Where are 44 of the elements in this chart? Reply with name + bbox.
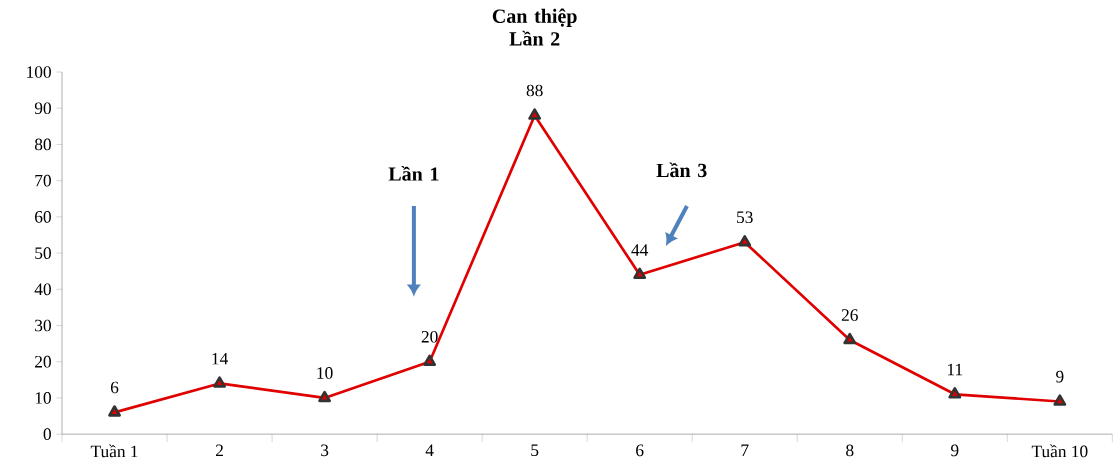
y-tick-label: 50 xyxy=(35,247,51,259)
y-tick-label: 30 xyxy=(35,319,51,332)
x-tick-label: 7 xyxy=(741,444,749,456)
x-tick-label: 3 xyxy=(321,444,329,457)
annotation: Lần 1 xyxy=(388,165,439,181)
y-tick-label: 20 xyxy=(35,355,51,368)
x-tick-label: 9 xyxy=(951,444,959,457)
annotation: Lần 3 xyxy=(656,162,707,178)
y-tick-label: 10 xyxy=(35,392,51,404)
x-tick-label: Tuần 1 xyxy=(90,444,138,458)
y-tick-label: 80 xyxy=(34,138,51,151)
x-tick-label: 6 xyxy=(636,444,644,457)
data-label: 14 xyxy=(212,352,228,365)
data-label: 44 xyxy=(631,244,649,256)
point xyxy=(423,354,437,366)
point xyxy=(738,234,752,247)
x-tick-label: 5 xyxy=(531,444,539,456)
point xyxy=(843,332,857,345)
y-tick-label: 70 xyxy=(35,174,51,187)
point xyxy=(108,405,121,417)
y-tick-label: 90 xyxy=(34,102,51,115)
data-label: 6 xyxy=(110,381,119,394)
x-tick-label: Tuần 10 xyxy=(1031,444,1088,458)
data-label: 11 xyxy=(947,363,963,376)
point xyxy=(1053,394,1067,406)
data-label: 9 xyxy=(1056,370,1064,383)
x-tick-label: 4 xyxy=(425,444,434,456)
x-tick-label: 8 xyxy=(846,444,854,457)
data-label: 26 xyxy=(841,309,858,321)
x-tick-label: 2 xyxy=(215,444,223,456)
data-label: 88 xyxy=(526,84,543,97)
data-label: 20 xyxy=(421,330,438,343)
point xyxy=(528,108,542,120)
point xyxy=(948,387,962,399)
point xyxy=(633,267,647,280)
y-tick-label: 60 xyxy=(35,210,51,223)
data-label: 10 xyxy=(317,367,333,379)
text: Can thiệp Lần 2 xyxy=(492,8,577,46)
data-label: 53 xyxy=(737,211,753,224)
y-tick-label: 100 xyxy=(27,66,51,78)
y-tick-label: 40 xyxy=(34,283,51,296)
y-tick-label: 0 xyxy=(43,428,51,440)
point xyxy=(318,390,332,403)
point xyxy=(213,376,226,388)
